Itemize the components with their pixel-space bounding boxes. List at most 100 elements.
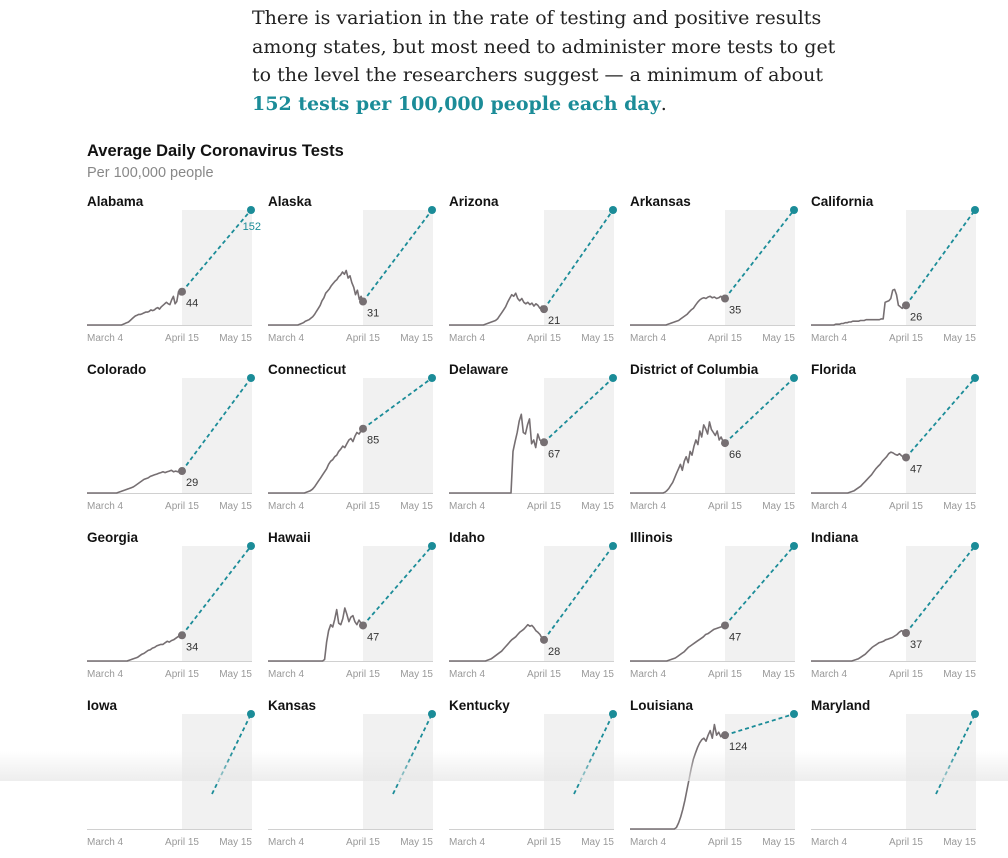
state-chart: March 4 April 15 May 15 29 [87, 374, 255, 512]
target-point [790, 542, 798, 550]
state-panel: Arkansas March 4 April 15 May 15 35 [630, 194, 798, 354]
state-chart: March 4 April 15 May 15 85 [268, 374, 436, 512]
target-projection-line [362, 209, 433, 303]
projection-shade [544, 210, 614, 325]
state-chart: March 4 April 15 May 15 37 [811, 542, 979, 680]
x-tick-label: March 4 [630, 501, 667, 512]
state-name: California [811, 194, 874, 209]
target-projection-line [724, 377, 795, 444]
target-point [609, 374, 617, 382]
x-tick-label: March 4 [630, 333, 667, 344]
current-point [721, 294, 729, 303]
state-name: District of Columbia [630, 362, 759, 377]
state-name: Maryland [811, 698, 871, 713]
x-tick-label: May 15 [219, 333, 252, 344]
state-panel: Indiana March 4 April 15 May 15 37 [811, 530, 979, 690]
projection-shade [544, 378, 614, 493]
x-tick-label: May 15 [219, 501, 252, 512]
current-value-label: 66 [729, 449, 741, 461]
current-point [359, 621, 367, 630]
target-projection-line [905, 209, 976, 306]
state-chart: March 4 April 15 May 15 31 [268, 206, 436, 344]
state-chart: March 4 April 15 May 15 [811, 710, 979, 848]
state-panel: Arizona March 4 April 15 May 15 21 [449, 194, 617, 354]
state-name: Colorado [87, 362, 147, 377]
state-name: Illinois [630, 530, 673, 545]
x-tick-label: May 15 [762, 501, 795, 512]
state-panel: Maryland March 4 April 15 May 15 [811, 698, 979, 858]
state-panel: Colorado March 4 April 15 May 15 29 [87, 362, 255, 522]
target-point [247, 542, 255, 550]
projection-shade [725, 714, 795, 829]
current-point [178, 631, 186, 640]
x-tick-label: May 15 [581, 837, 614, 848]
x-tick-label: April 15 [346, 837, 380, 848]
chart-title: Average Daily Coronavirus Tests [87, 142, 344, 160]
current-point [359, 297, 367, 306]
x-tick-label: March 4 [630, 837, 667, 848]
state-name: Kansas [268, 698, 317, 713]
state-name: Florida [811, 362, 857, 377]
chart-subtitle: Per 100,000 people [87, 165, 214, 181]
x-tick-label: March 4 [87, 333, 124, 344]
state-chart: March 4 April 15 May 15 [87, 710, 255, 848]
x-tick-label: March 4 [87, 669, 124, 680]
intro-highlight-link[interactable]: 152 tests per 100,000 people each day [252, 92, 661, 115]
x-tick-label: March 4 [268, 837, 305, 848]
actual-tests-line [811, 451, 907, 494]
x-tick-label: May 15 [762, 333, 795, 344]
projection-shade [182, 378, 252, 493]
current-value-label: 85 [367, 435, 379, 447]
projection-shade [182, 546, 252, 661]
x-tick-label: May 15 [943, 333, 976, 344]
x-tick-label: May 15 [581, 333, 614, 344]
intro-text: There is variation in the rate of testin… [252, 7, 836, 86]
target-projection-line [181, 545, 252, 636]
current-point [902, 301, 910, 310]
x-tick-label: April 15 [165, 333, 199, 344]
actual-tests-line [811, 629, 907, 662]
current-value-label: 37 [910, 639, 922, 651]
projection-shade [544, 546, 614, 661]
state-panel: Louisiana March 4 April 15 May 15 124 [630, 698, 798, 858]
state-name: Hawaii [268, 530, 311, 545]
actual-tests-line [87, 634, 182, 662]
x-tick-label: April 15 [165, 501, 199, 512]
x-tick-label: April 15 [527, 669, 561, 680]
state-chart: March 4 April 15 May 15 [268, 710, 436, 848]
target-projection-line [724, 209, 795, 300]
state-panel: Florida March 4 April 15 May 15 47 [811, 362, 979, 522]
target-projection-line [724, 545, 795, 627]
current-point [540, 438, 548, 447]
x-tick-label: April 15 [165, 669, 199, 680]
x-tick-label: May 15 [762, 669, 795, 680]
x-tick-label: May 15 [943, 501, 976, 512]
current-point [721, 621, 729, 630]
x-tick-label: April 15 [708, 837, 742, 848]
current-point [178, 287, 186, 296]
target-point [790, 206, 798, 214]
x-tick-label: April 15 [889, 837, 923, 848]
state-name: Arkansas [630, 194, 691, 209]
x-tick-label: March 4 [268, 501, 305, 512]
current-point [721, 439, 729, 448]
x-tick-label: March 4 [268, 333, 305, 344]
current-value-label: 47 [367, 631, 379, 643]
actual-tests-line [630, 421, 726, 494]
x-tick-label: April 15 [346, 669, 380, 680]
current-value-label: 21 [548, 315, 560, 327]
actual-tests-line [630, 723, 726, 830]
state-name: Alaska [268, 194, 312, 209]
state-chart: March 4 April 15 May 15 44 152 [87, 206, 261, 344]
x-tick-label: May 15 [219, 837, 252, 848]
target-point [790, 710, 798, 718]
actual-tests-line [630, 624, 726, 662]
projection-shade [363, 210, 433, 325]
target-projection-line [181, 377, 252, 472]
state-name: Alabama [87, 194, 144, 209]
state-chart: March 4 April 15 May 15 66 [630, 374, 798, 512]
current-value-label: 34 [186, 641, 198, 653]
state-panel: Kansas March 4 April 15 May 15 [268, 698, 436, 858]
state-panel: Alabama March 4 April 15 May 15 44 152 [87, 194, 261, 354]
projection-shade [363, 378, 433, 493]
